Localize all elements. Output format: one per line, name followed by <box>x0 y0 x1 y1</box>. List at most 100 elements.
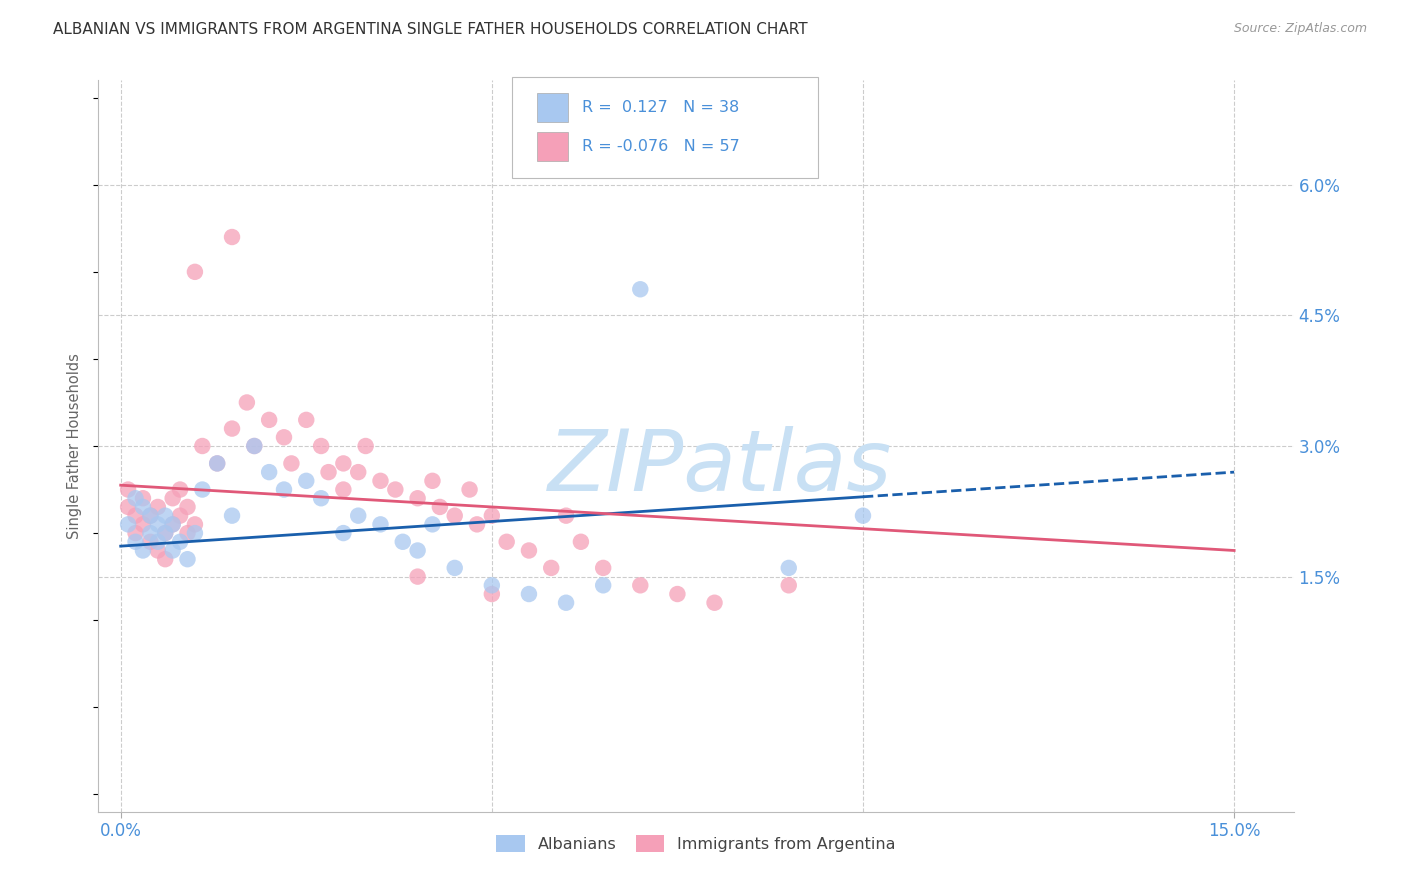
Point <box>309 491 332 506</box>
Point <box>191 439 214 453</box>
Point <box>391 534 413 549</box>
Point <box>422 474 444 488</box>
Point <box>295 474 318 488</box>
Point <box>406 543 429 558</box>
Point <box>273 430 295 444</box>
Point <box>132 500 155 514</box>
Point <box>384 483 406 497</box>
Point <box>155 526 177 541</box>
Text: ALBANIAN VS IMMIGRANTS FROM ARGENTINA SINGLE FATHER HOUSEHOLDS CORRELATION CHART: ALBANIAN VS IMMIGRANTS FROM ARGENTINA SI… <box>53 22 808 37</box>
Point <box>422 517 444 532</box>
Point <box>465 517 488 532</box>
Point <box>124 491 146 506</box>
Point <box>495 534 517 549</box>
Point <box>132 543 155 558</box>
Point <box>124 508 146 523</box>
Text: R =  0.127   N = 38: R = 0.127 N = 38 <box>582 100 740 115</box>
Point <box>162 543 184 558</box>
Point <box>555 508 578 523</box>
Point <box>117 500 139 514</box>
Point <box>117 517 139 532</box>
Point <box>406 569 429 583</box>
Point <box>347 465 370 479</box>
Point <box>370 474 392 488</box>
Point <box>162 491 184 506</box>
Point <box>273 483 295 497</box>
Point <box>666 587 689 601</box>
Point <box>162 517 184 532</box>
Point <box>592 578 614 592</box>
Point <box>406 491 429 506</box>
Point <box>540 561 562 575</box>
Point <box>703 596 725 610</box>
Point <box>184 517 207 532</box>
Point <box>205 457 228 471</box>
Point <box>280 457 302 471</box>
Point <box>517 543 540 558</box>
Point <box>778 578 800 592</box>
Point <box>347 508 370 523</box>
Point <box>155 508 177 523</box>
Point <box>176 552 198 566</box>
Point <box>257 413 280 427</box>
Point <box>309 439 332 453</box>
Point <box>176 500 198 514</box>
Point <box>295 413 318 427</box>
Point <box>139 534 162 549</box>
Point <box>169 483 191 497</box>
Point <box>852 508 875 523</box>
Point <box>132 491 155 506</box>
Text: ZIPatlas: ZIPatlas <box>548 426 891 509</box>
Point <box>169 534 191 549</box>
Point <box>139 508 162 523</box>
Point <box>169 508 191 523</box>
Y-axis label: Single Father Households: Single Father Households <box>67 353 83 539</box>
Point <box>162 517 184 532</box>
Point <box>332 483 354 497</box>
Point <box>592 561 614 575</box>
Point <box>221 508 243 523</box>
Point <box>481 508 503 523</box>
Point <box>184 526 207 541</box>
Point <box>569 534 592 549</box>
Point <box>778 561 800 575</box>
Point <box>628 282 651 296</box>
Point <box>236 395 259 409</box>
Point <box>481 578 503 592</box>
Point <box>146 534 169 549</box>
Point <box>117 483 139 497</box>
Point <box>139 508 162 523</box>
Point <box>318 465 340 479</box>
Point <box>443 508 465 523</box>
Point <box>124 526 146 541</box>
Point <box>139 526 162 541</box>
Point <box>124 534 146 549</box>
Legend: Albanians, Immigrants from Argentina: Albanians, Immigrants from Argentina <box>489 829 903 859</box>
Point <box>257 465 280 479</box>
Text: Source: ZipAtlas.com: Source: ZipAtlas.com <box>1233 22 1367 36</box>
Point <box>221 421 243 435</box>
Point <box>332 526 354 541</box>
Point <box>243 439 266 453</box>
Point <box>429 500 451 514</box>
Text: R = -0.076   N = 57: R = -0.076 N = 57 <box>582 139 740 154</box>
Point <box>146 517 169 532</box>
Point <box>146 543 169 558</box>
Point <box>132 517 155 532</box>
Point <box>628 578 651 592</box>
Point <box>481 587 503 601</box>
Point <box>243 439 266 453</box>
Point <box>332 457 354 471</box>
Point <box>443 561 465 575</box>
Point <box>146 500 169 514</box>
Point <box>458 483 481 497</box>
Point <box>155 552 177 566</box>
Point <box>176 526 198 541</box>
Point <box>354 439 377 453</box>
Point <box>191 483 214 497</box>
Point <box>517 587 540 601</box>
Point <box>555 596 578 610</box>
Point <box>370 517 392 532</box>
Point <box>184 265 207 279</box>
Point <box>155 526 177 541</box>
